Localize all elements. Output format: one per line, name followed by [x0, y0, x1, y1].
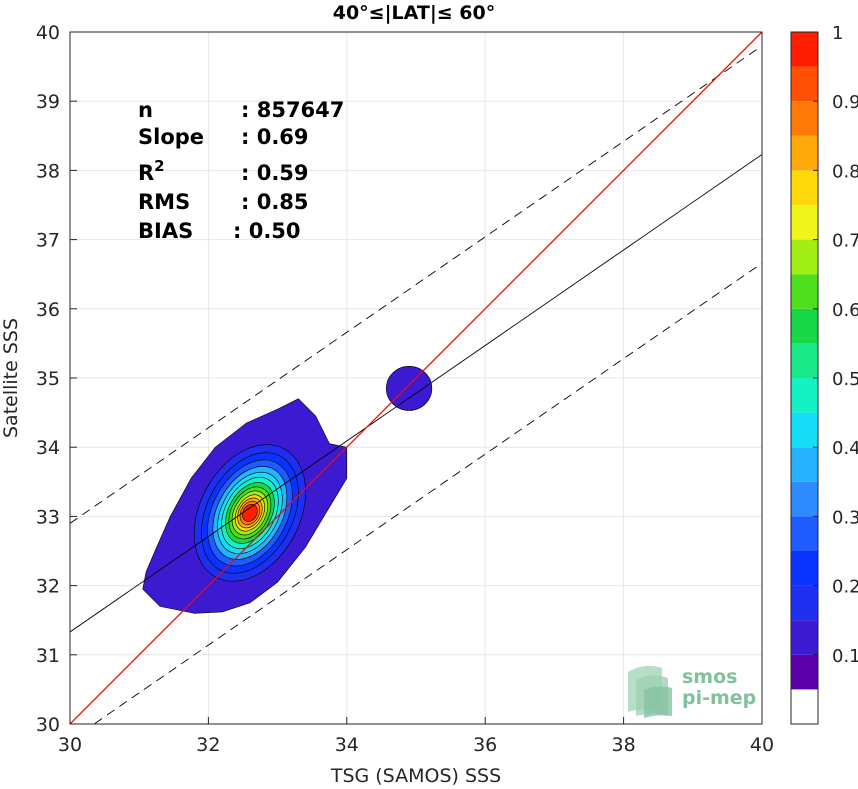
stat-value-2: : 0.59: [241, 161, 309, 185]
stat-value: 0.59: [257, 161, 309, 185]
colorbar-segment: [791, 412, 818, 448]
colorbar-segment: [791, 205, 818, 240]
lower-bound-line: [93, 262, 762, 724]
colorbar-tick-label: 0.9: [832, 92, 858, 113]
stat-separator: :: [241, 125, 257, 149]
colorbar-segment: [791, 343, 818, 378]
stat-name: Slope: [138, 125, 204, 149]
x-tick-label: 34: [335, 734, 359, 756]
stat-separator: :: [241, 190, 257, 214]
colorbar-segment: [791, 101, 818, 136]
colorbar-segment: [791, 66, 818, 102]
colorbar-segment: [791, 308, 818, 344]
y-tick-label: 32: [36, 576, 60, 598]
stat-value-4: : 0.50: [233, 219, 301, 243]
colorbar-segment: [791, 447, 818, 482]
stat-value: 0.50: [249, 219, 301, 243]
stat-label-4: BIAS: [138, 219, 193, 243]
x-axis-label: TSG (SAMOS) SSS: [330, 765, 501, 787]
y-tick-label: 38: [36, 160, 60, 182]
colorbar-segment: [791, 481, 818, 517]
y-tick-label: 30: [36, 714, 60, 736]
x-tick-label: 30: [58, 734, 82, 756]
colorbar-tick-label: 0.8: [832, 161, 858, 182]
colorbar: 0.1 0.2 0.3 0.4 0.5 0.6 0.7 0.8 0.9 1: [790, 23, 858, 725]
x-tick-label: 36: [473, 734, 497, 756]
colorbar-tick-label: 0.6: [832, 300, 858, 321]
x-tick-label: 38: [612, 734, 636, 756]
upper-bound-line: [70, 45, 762, 524]
colorbar-tick-label: 0.1: [832, 646, 858, 667]
x-tick-label: 32: [196, 734, 220, 756]
stat-value-1: : 0.69: [241, 125, 309, 149]
logo-line1: smos: [682, 666, 737, 688]
y-tick-label: 31: [36, 645, 60, 667]
identity-line: [70, 32, 762, 724]
regression-line: [70, 154, 762, 633]
x-tick-label: 40: [750, 734, 774, 756]
stat-value: 0.85: [257, 190, 309, 214]
stat-name: BIAS: [138, 219, 193, 243]
y-tick-label: 36: [36, 299, 60, 321]
stat-label-1: Slope: [138, 125, 204, 149]
stat-value: 857647: [257, 98, 345, 122]
stat-name: RMS: [138, 190, 190, 214]
logo-waves-icon: [628, 665, 672, 718]
colorbar-segment: [791, 516, 818, 551]
stat-label-0: n: [138, 98, 153, 122]
logo-line2: pi-mep: [682, 687, 756, 709]
y-tick-label: 33: [36, 506, 60, 528]
smos-pi-mep-logo: smos pi-mep: [628, 665, 756, 718]
stat-separator: :: [241, 161, 257, 185]
y-axis-label: Satellite SSS: [0, 318, 22, 438]
stat-label-2: R2: [138, 157, 165, 185]
stat-value: 0.69: [257, 125, 309, 149]
colorbar-segment: [791, 378, 818, 413]
stat-name: n: [138, 98, 153, 122]
stat-name: R: [138, 161, 154, 185]
colorbar-segment: [791, 551, 818, 586]
stat-label-3: RMS: [138, 190, 190, 214]
y-tick-label: 40: [36, 22, 60, 44]
stat-separator: :: [241, 98, 257, 122]
colorbar-segment: [791, 135, 818, 171]
colorbar-segment: [791, 170, 818, 205]
y-tick-label: 39: [36, 91, 60, 113]
colorbar-tick-label: 0.5: [832, 369, 858, 390]
colorbar-segment: [791, 689, 818, 724]
stat-separator: :: [233, 219, 249, 243]
contour-secondary-cluster: [385, 365, 433, 411]
stat-value-3: : 0.85: [241, 190, 309, 214]
stat-value-0: : 857647: [241, 98, 344, 122]
y-tick-label: 35: [36, 368, 60, 390]
colorbar-segment: [791, 654, 818, 690]
colorbar-tick-label: 1: [832, 23, 843, 44]
colorbar-segment: [791, 239, 818, 275]
chart-title: 40°≤|LAT|≤ 60°: [333, 2, 496, 24]
colorbar-segment: [791, 585, 818, 621]
colorbar-tick-label: 0.7: [832, 231, 858, 252]
colorbar-tick-label: 0.3: [832, 507, 858, 528]
colorbar-tick-label: 0.2: [832, 577, 858, 598]
colorbar-segment: [791, 620, 818, 655]
y-tick-label: 34: [36, 437, 60, 459]
reference-lines: [70, 32, 762, 724]
colorbar-segment: [791, 274, 818, 309]
y-tick-label: 37: [36, 230, 60, 252]
stat-superscript: 2: [154, 157, 164, 175]
axes: 30 32 34 36 38 40 30 31 32 33 34 35 36 37 38 39 40: [36, 22, 774, 756]
colorbar-segment: [791, 32, 818, 67]
colorbar-tick-label: 0.4: [832, 438, 858, 459]
